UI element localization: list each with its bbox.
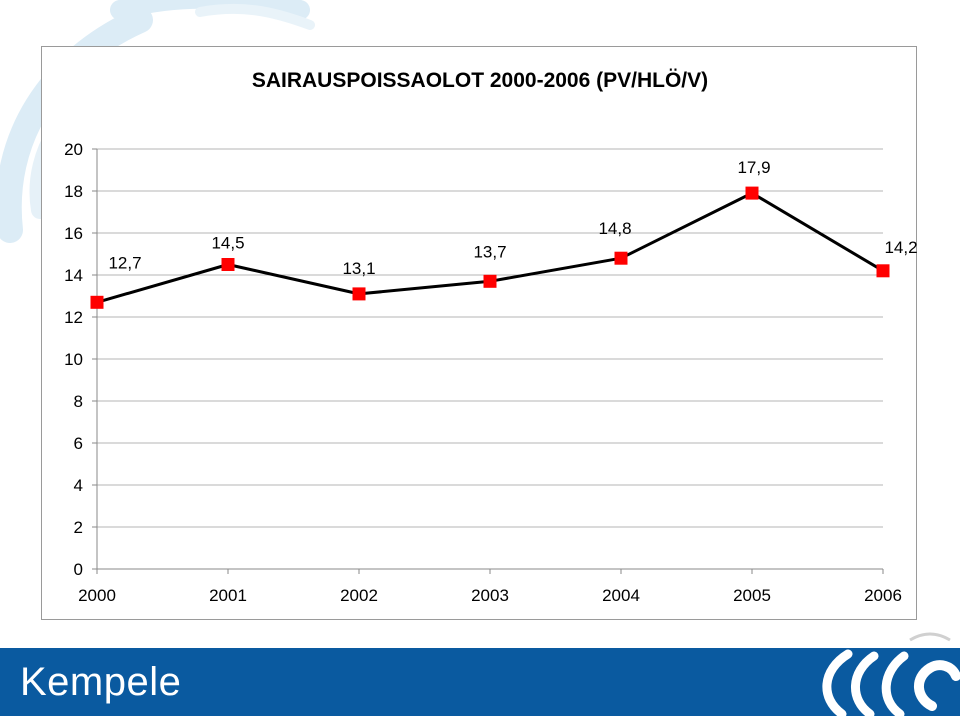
x-tick-labels: 2000 2001 2002 2003 2004 2005 2006 — [78, 586, 902, 605]
data-point-marker — [221, 258, 235, 271]
line-chart: SAIRAUSPOISSAOLOT 2000-2006 (PV/HLÖ/V) 0… — [64, 69, 917, 605]
x-tick-label: 2006 — [864, 586, 902, 605]
axes — [92, 148, 884, 574]
x-tick-label: 2001 — [209, 586, 247, 605]
x-tick-label: 2005 — [733, 586, 771, 605]
y-tick-label: 18 — [64, 182, 83, 201]
y-tick-label: 20 — [64, 140, 83, 159]
data-point-marker — [876, 264, 890, 278]
y-tick-label: 0 — [74, 560, 83, 579]
data-label: 12,7 — [108, 253, 141, 272]
y-tick-label: 14 — [64, 266, 83, 285]
data-point-marker — [483, 274, 497, 288]
y-tick-labels: 0 2 4 6 8 10 12 14 16 18 20 — [64, 140, 83, 579]
data-point-marker — [614, 251, 628, 265]
gridlines — [97, 148, 883, 528]
y-tick-label: 6 — [74, 434, 83, 453]
series-markers — [90, 186, 890, 309]
y-tick-label: 2 — [74, 518, 83, 537]
y-tick-label: 16 — [64, 224, 83, 243]
x-tick-label: 2004 — [602, 586, 640, 605]
data-label: 14,5 — [211, 234, 244, 253]
data-labels: 12,7 14,5 13,1 13,7 14,8 17,9 14,2 — [108, 158, 917, 278]
y-tick-label: 4 — [74, 476, 83, 495]
data-label: 14,2 — [884, 238, 917, 257]
x-tick-label: 2002 — [340, 586, 378, 605]
y-tick-label: 12 — [64, 308, 83, 327]
data-label: 14,8 — [598, 219, 631, 238]
data-label: 13,7 — [473, 242, 506, 261]
x-tick-label: 2003 — [471, 586, 509, 605]
y-tick-label: 10 — [64, 350, 83, 369]
data-label: 17,9 — [737, 158, 770, 177]
data-point-marker — [745, 186, 759, 200]
chart-frame: SAIRAUSPOISSAOLOT 2000-2006 (PV/HLÖ/V) 0… — [41, 46, 918, 620]
kempele-wave-logo-icon — [822, 649, 960, 716]
footer-brand-text: Kempele — [20, 660, 182, 704]
footer-bar: Kempele — [0, 648, 960, 716]
data-point-marker — [90, 295, 104, 309]
data-point-marker — [352, 287, 366, 301]
y-tick-label: 8 — [74, 392, 83, 411]
data-label: 13,1 — [342, 259, 375, 278]
x-tick-label: 2000 — [78, 586, 116, 605]
chart-title: SAIRAUSPOISSAOLOT 2000-2006 (PV/HLÖ/V) — [252, 69, 708, 92]
